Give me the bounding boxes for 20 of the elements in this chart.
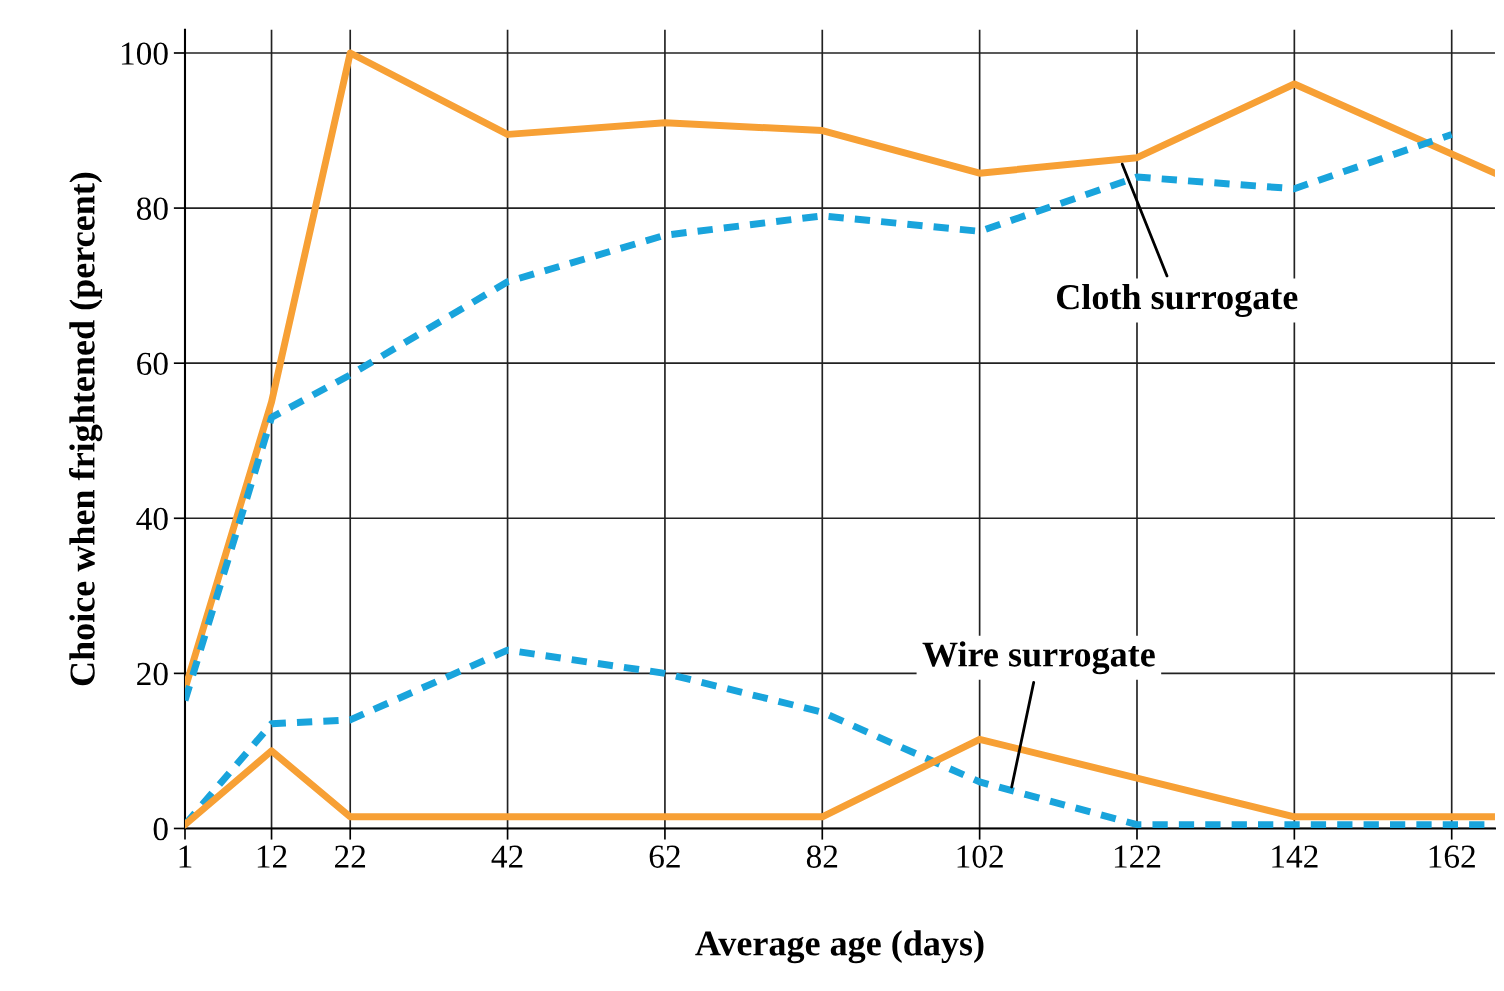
x-tick-label: 102: [957, 845, 1003, 868]
annotation: Cloth surrogate: [1057, 283, 1298, 317]
x-tick-label: 82: [806, 845, 838, 868]
x-tick-label: 1: [179, 845, 192, 868]
y-tick-label: 0: [153, 817, 168, 841]
x-tick-label: 12: [257, 845, 287, 868]
y-tick-label: 80: [136, 197, 168, 220]
y-axis-title: Choice when frightened (percent): [68, 172, 103, 686]
y-tick-label: 20: [137, 662, 168, 686]
y-tick-label: 40: [136, 507, 168, 531]
y-tick-label: 100: [121, 42, 168, 65]
y-tick-label: 60: [137, 352, 168, 376]
x-axis-title: Average age (days): [695, 930, 984, 964]
x-tick-label: 22: [335, 845, 366, 868]
x-tick-label: 122: [1114, 845, 1161, 868]
x-tick-label: 42: [491, 845, 523, 868]
x-tick-label: 162: [1429, 845, 1475, 868]
x-tick-label: 62: [649, 845, 680, 868]
annotation: Wire surrogate: [922, 641, 1155, 675]
x-tick-label: 142: [1272, 845, 1318, 868]
